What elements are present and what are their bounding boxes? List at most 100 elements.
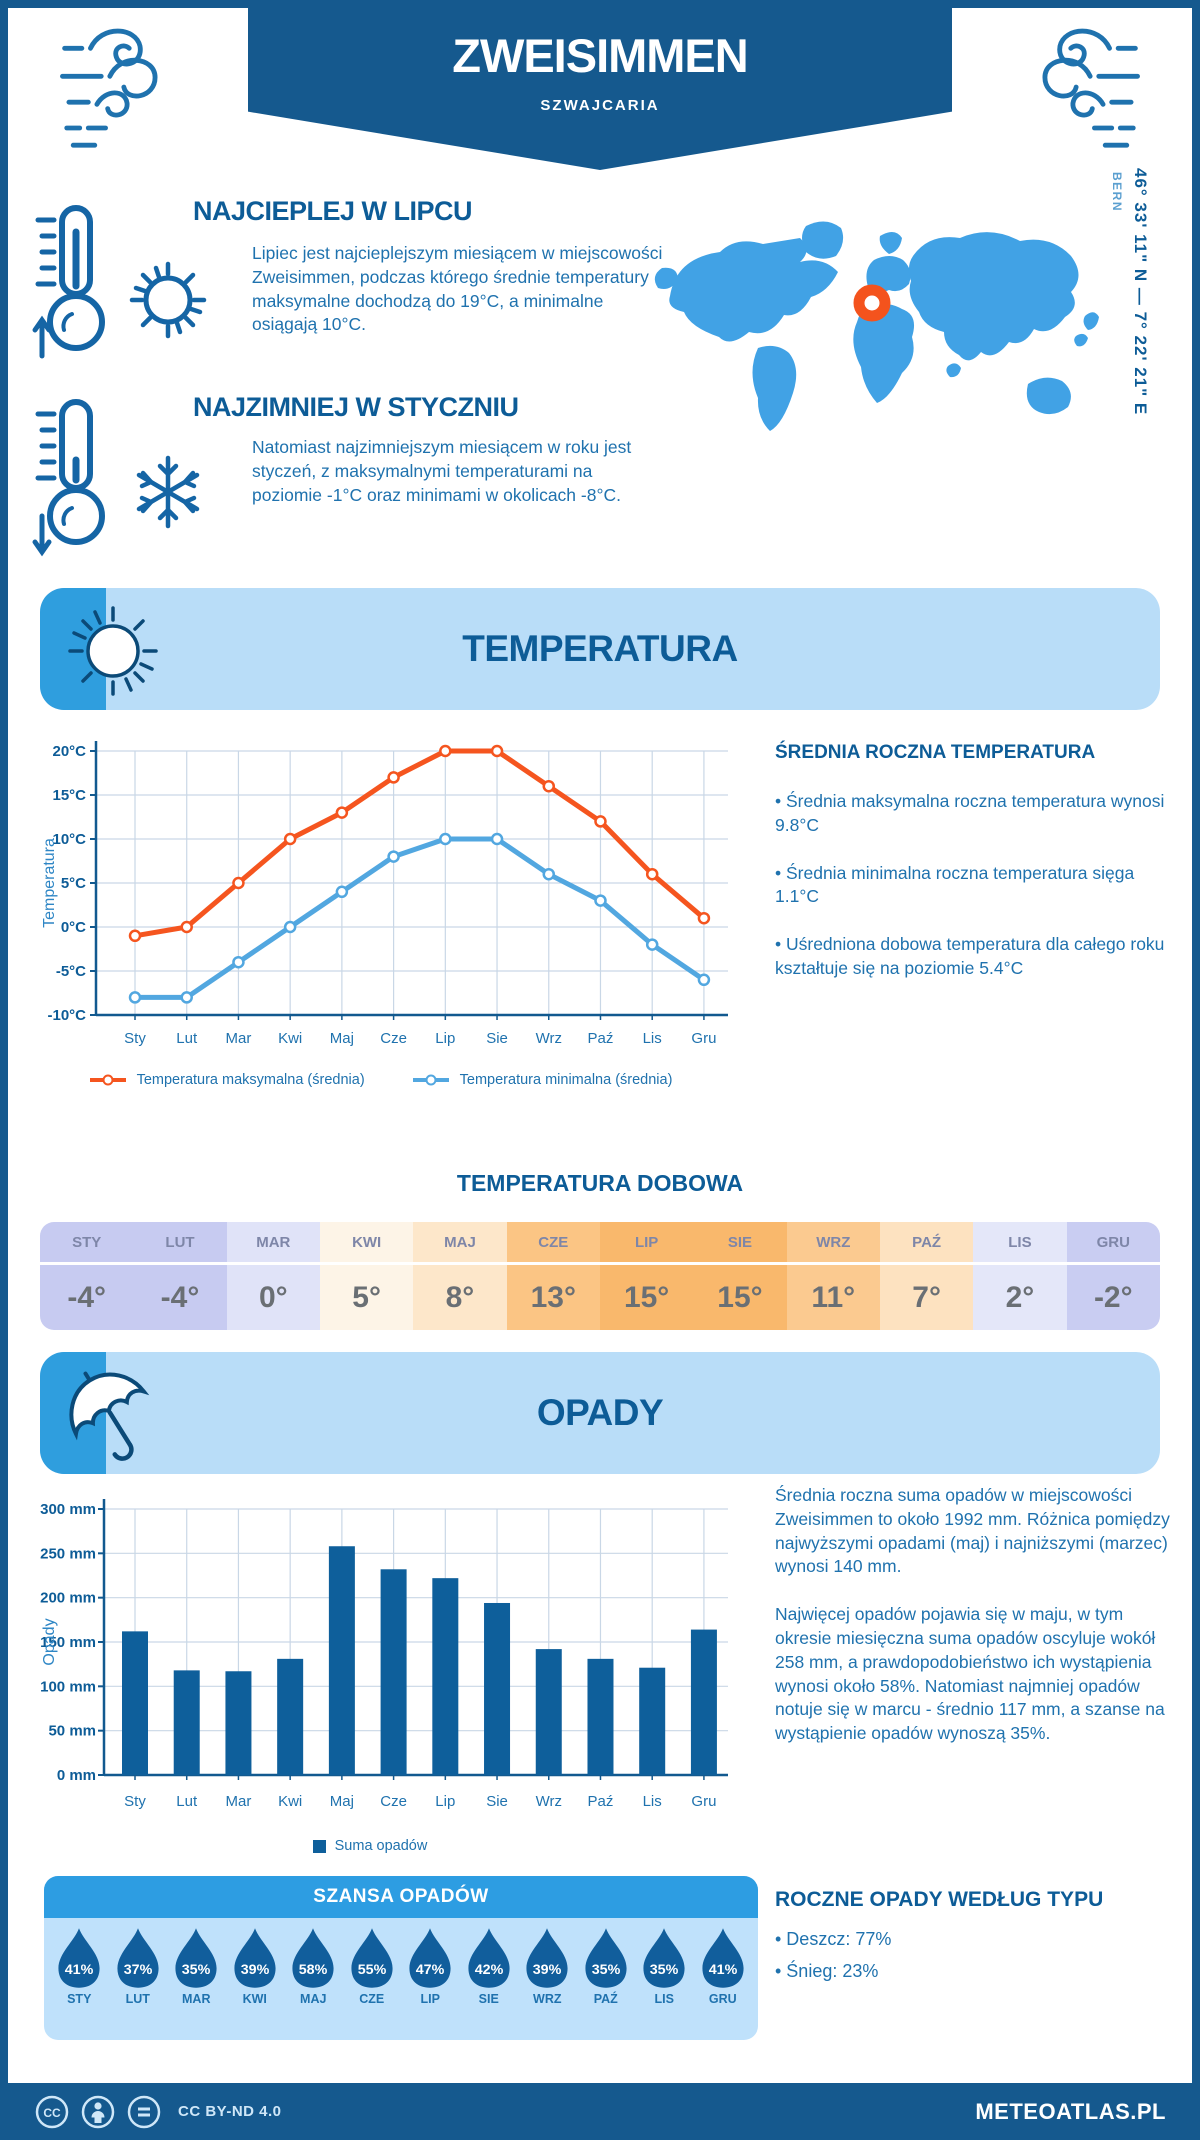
- sun-icon: [68, 606, 158, 696]
- svg-text:200 mm: 200 mm: [40, 1590, 96, 1607]
- precipitation-band: OPADY: [40, 1352, 1160, 1474]
- footer: CC CC BY-ND 4.0 METEOATLAS.PL: [0, 2083, 1200, 2140]
- svg-text:-5°C: -5°C: [56, 963, 86, 980]
- chance-month: LUT: [125, 1992, 150, 2006]
- svg-text:Lis: Lis: [643, 1793, 662, 1810]
- daily-temp-value: 11°: [811, 1280, 856, 1314]
- svg-text:Lut: Lut: [176, 1030, 198, 1047]
- daily-temp-value: 7°: [912, 1280, 941, 1314]
- svg-text:Lut: Lut: [176, 1793, 198, 1810]
- raindrop-icon: 41%: [58, 1928, 100, 1988]
- coldest-heading: NAJZIMNIEJ W STYCZNIU: [193, 392, 519, 422]
- raindrop-icon: 37%: [117, 1928, 159, 1988]
- daily-temp-month: LIS: [973, 1222, 1067, 1265]
- frame-top: [0, 0, 1200, 8]
- bar: [328, 1546, 355, 1775]
- page-subtitle: SZWAJCARIA: [540, 97, 660, 114]
- person-icon: [81, 2095, 115, 2128]
- daily-temp-value: 5°: [352, 1280, 381, 1314]
- raindrop-icon: 47%: [409, 1928, 451, 1988]
- precipitation-by-type-block: ROCZNE OPADY WEDŁUG TYPU • Deszcz: 77% • …: [775, 1888, 1173, 1987]
- daily-temp-column: LUT -4°: [133, 1222, 227, 1330]
- chance-value: 35%: [182, 1962, 211, 1978]
- chance-value: 41%: [65, 1962, 94, 1978]
- chance-value: 41%: [708, 1962, 737, 1978]
- legend-label: Temperatura minimalna (średnia): [459, 1072, 673, 1088]
- chance-month: MAJ: [300, 1992, 327, 2006]
- chance-drop-cell: 39% KWI: [226, 1926, 285, 2006]
- by-type-heading: ROCZNE OPADY WEDŁUG TYPU: [775, 1888, 1104, 1911]
- legend-label: Suma opadów: [334, 1838, 428, 1854]
- daily-temp-month: WRZ: [786, 1222, 880, 1265]
- svg-text:Paź: Paź: [588, 1030, 614, 1047]
- warmest-heading: NAJCIEPLEJ W LIPCU: [193, 196, 473, 226]
- daily-temperature-table: STY -4° LUT -4° MAR 0° KWI 5° MAJ 8° CZE 13° LIP 15° S…: [40, 1222, 1160, 1330]
- svg-text:Sty: Sty: [124, 1030, 146, 1047]
- bar: [690, 1629, 717, 1775]
- svg-text:Lip: Lip: [435, 1030, 455, 1047]
- svg-text:Sie: Sie: [486, 1030, 508, 1047]
- legend-item: Temperatura minimalna (średnia): [411, 1072, 673, 1088]
- svg-text:Mar: Mar: [226, 1793, 252, 1810]
- daily-temp-month: PAŹ: [879, 1222, 974, 1265]
- chance-month: MAR: [182, 1992, 211, 2006]
- svg-text:0 mm: 0 mm: [57, 1767, 96, 1784]
- bar: [639, 1667, 666, 1775]
- daily-temp-month: GRU: [1066, 1222, 1160, 1265]
- legend-item: Temperatura maksymalna (średnia): [88, 1072, 365, 1088]
- chance-value: 39%: [533, 1962, 562, 1978]
- raindrop-icon: 35%: [175, 1928, 217, 1988]
- daily-temp-value: 8°: [445, 1280, 475, 1314]
- daily-temp-value: -4°: [160, 1280, 200, 1314]
- svg-text:Kwi: Kwi: [278, 1793, 302, 1810]
- daily-temp-value: -4°: [67, 1280, 106, 1314]
- daily-temp-value: 15°: [717, 1280, 763, 1314]
- chance-value: 55%: [357, 1962, 386, 1978]
- svg-text:Kwi: Kwi: [278, 1030, 302, 1047]
- bar: [380, 1569, 407, 1775]
- data-point: [645, 867, 659, 881]
- chance-month: LIP: [420, 1992, 440, 2006]
- umbrella-icon: [69, 1371, 150, 1461]
- svg-text:10°C: 10°C: [52, 831, 86, 848]
- chance-drop-cell: 47% LIP: [401, 1926, 460, 2006]
- data-point: [128, 991, 142, 1004]
- license-label: CC BY-ND 4.0: [178, 2103, 282, 2120]
- data-point: [180, 920, 193, 934]
- svg-text:Sie: Sie: [486, 1793, 508, 1810]
- data-point: [335, 806, 349, 819]
- data-point: [594, 894, 607, 907]
- daily-temp-month: STY: [40, 1222, 134, 1265]
- bar: [173, 1670, 200, 1775]
- daily-temp-value: 0°: [258, 1280, 288, 1314]
- site-label: METEOATLAS.PL: [975, 2098, 1166, 2124]
- coldest-paragraph: Natomiast najzimniejszym miesiącem w rok…: [252, 437, 632, 505]
- daily-temp-value: 2°: [1005, 1280, 1035, 1314]
- chance-drop-cell: 42% SIE: [460, 1926, 519, 2006]
- legend-label: Temperatura maksymalna (średnia): [136, 1072, 365, 1088]
- chance-drop-cell: 41% STY: [50, 1926, 109, 2006]
- svg-text:0°C: 0°C: [61, 919, 86, 936]
- chance-month: SIE: [478, 1992, 499, 2006]
- data-point: [128, 929, 142, 943]
- chance-value: 58%: [299, 1962, 328, 1978]
- daily-temp-month: MAJ: [413, 1222, 507, 1265]
- warmest-paragraph: Lipiec jest najcieplejszym miesiącem w m…: [252, 243, 663, 335]
- svg-text:Paź: Paź: [588, 1793, 614, 1810]
- temperature-band: TEMPERATURA: [40, 588, 1160, 710]
- chance-month: STY: [67, 1992, 92, 2006]
- svg-text:Sty: Sty: [124, 1793, 146, 1810]
- chance-month: WRZ: [533, 1992, 562, 2006]
- chance-drop-cell: 41% GRU: [694, 1926, 753, 2006]
- svg-text:Cze: Cze: [380, 1030, 407, 1047]
- bar: [122, 1631, 148, 1775]
- svg-text:Maj: Maj: [330, 1793, 354, 1810]
- cc-icon: CC: [35, 2095, 69, 2128]
- chance-drop-cell: 35% MAR: [167, 1926, 226, 2006]
- data-point: [594, 815, 607, 828]
- page-title: ZWEISIMMEN: [452, 29, 748, 82]
- chance-drop-cell: 55% CZE: [343, 1926, 402, 2006]
- daily-temp-column: MAJ 8°: [413, 1222, 507, 1330]
- chance-value: 37%: [123, 1962, 152, 1978]
